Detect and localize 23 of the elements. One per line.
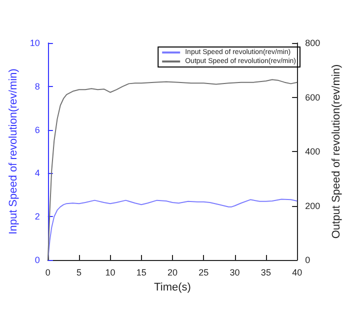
x-axis-title: Time(s) (154, 282, 191, 294)
y-tick-label: 4 (34, 168, 40, 178)
x-tick-label: 20 (167, 268, 178, 278)
x-tick-label: 25 (198, 268, 209, 278)
y-tick-label: 6 (34, 124, 40, 135)
x-tick-label: 5 (76, 268, 82, 278)
y2-tick-label: 600 (305, 92, 320, 102)
y2-tick-label: 0 (305, 255, 310, 265)
y-tick-label: 2 (34, 212, 40, 222)
y2-axis-title: Output Speed of revolution(rev/min) (330, 64, 342, 239)
y-tick-label: 8 (34, 81, 40, 92)
y2-tick-label: 200 (305, 200, 320, 211)
y-axis-title: Input Speed of revolution(rev/min) (8, 68, 20, 234)
x-tick-label: 15 (136, 268, 146, 278)
x-tick-label: 35 (260, 268, 271, 278)
y2-tick-label: 800 (305, 38, 320, 48)
x-tick-label: 0 (45, 268, 50, 278)
x-tick-label: 40 (292, 268, 302, 278)
x-tick-label: 10 (105, 268, 116, 278)
y2-tick-label: 400 (305, 146, 320, 156)
y-tick-label: 0 (34, 255, 40, 265)
y-tick-label: 10 (30, 38, 40, 48)
x-tick-label: 30 (230, 268, 240, 278)
